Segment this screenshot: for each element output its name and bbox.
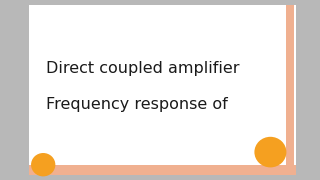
Text: Direct coupled amplifier: Direct coupled amplifier bbox=[46, 61, 240, 76]
Text: Frequency response of: Frequency response of bbox=[46, 97, 228, 112]
